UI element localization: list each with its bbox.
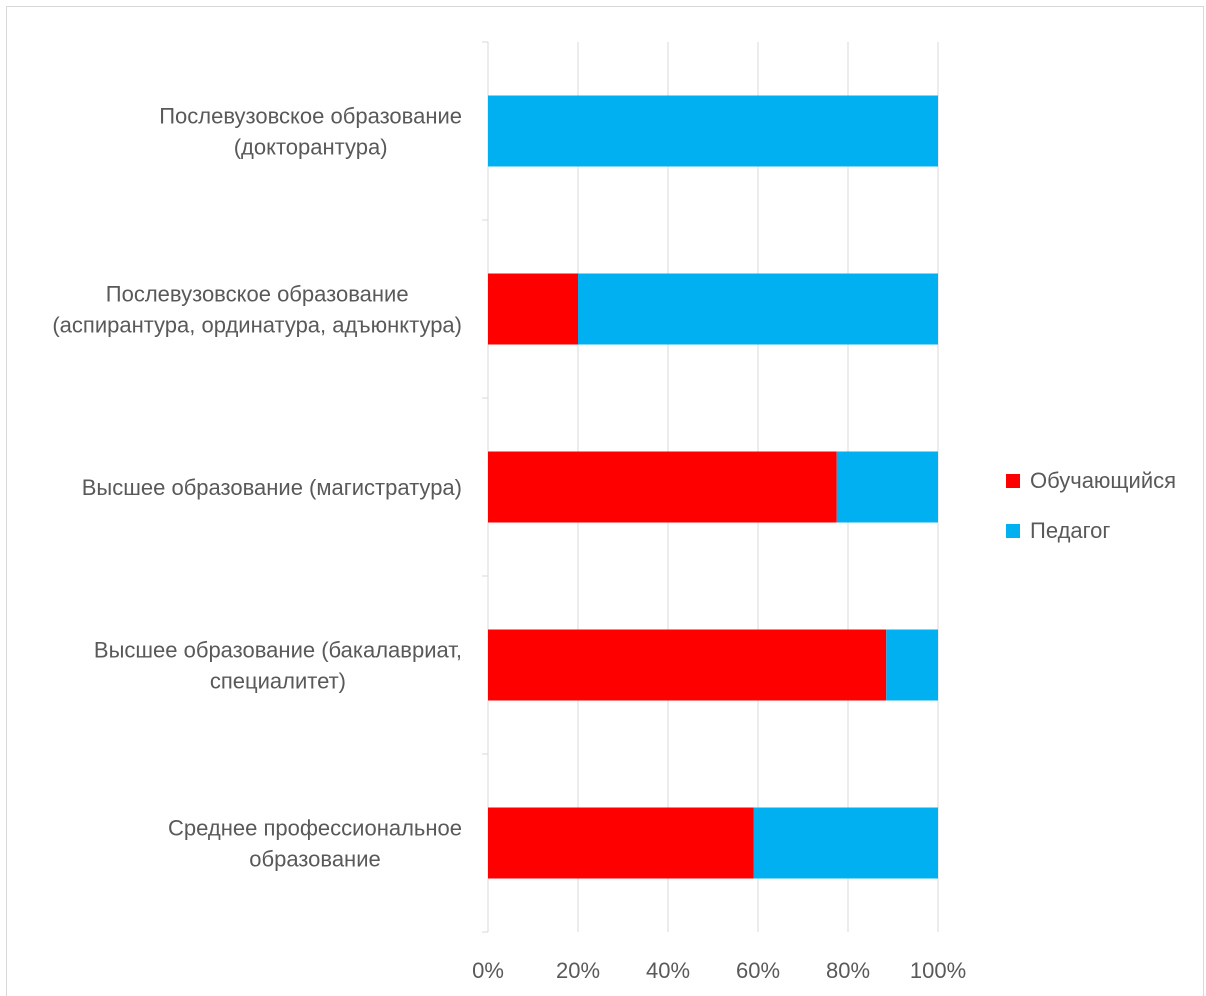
bars — [488, 95, 938, 879]
bar-segment — [488, 451, 837, 523]
legend-label: Педагог — [1030, 518, 1110, 543]
category-label: Высшее образование (бакалавриат, — [94, 638, 462, 663]
x-tick-label: 40% — [646, 958, 690, 983]
category-label: специалитет) — [210, 669, 346, 694]
category-label: Среднее профессиональное — [168, 816, 462, 841]
bar-segment — [578, 273, 938, 345]
legend-label: Обучающийся — [1030, 468, 1176, 493]
x-tick-label: 0% — [472, 958, 504, 983]
bar-segment — [886, 629, 938, 701]
category-label: (аспирантура, ординатура, адъюнктура) — [52, 313, 462, 338]
bar-segment — [753, 807, 938, 879]
legend-swatch — [1006, 524, 1020, 538]
bar-segment — [488, 95, 938, 167]
x-tick-label: 20% — [556, 958, 600, 983]
bar-segment — [836, 451, 938, 523]
category-label: Высшее образование (магистратура) — [82, 475, 462, 500]
category-label: Послевузовское образование — [159, 104, 462, 129]
category-label: образование — [249, 847, 380, 872]
category-label: (докторантура) — [234, 135, 388, 160]
legend: Обучающийся Педагог — [1006, 468, 1176, 543]
bar-segment — [488, 273, 578, 345]
x-tick-label: 100% — [910, 958, 966, 983]
category-label: Послевузовское образование — [106, 282, 409, 307]
legend-swatch — [1006, 474, 1020, 488]
x-tick-label: 80% — [826, 958, 870, 983]
bar-segment — [488, 807, 754, 879]
bar-segment — [488, 629, 887, 701]
x-tick-label: 60% — [736, 958, 780, 983]
category-axis — [482, 41, 489, 933]
category-labels: Послевузовское образование (докторантура)… — [52, 104, 462, 872]
x-axis-tick-labels: 0% 20% 40% 60% 80% 100% — [472, 958, 966, 983]
